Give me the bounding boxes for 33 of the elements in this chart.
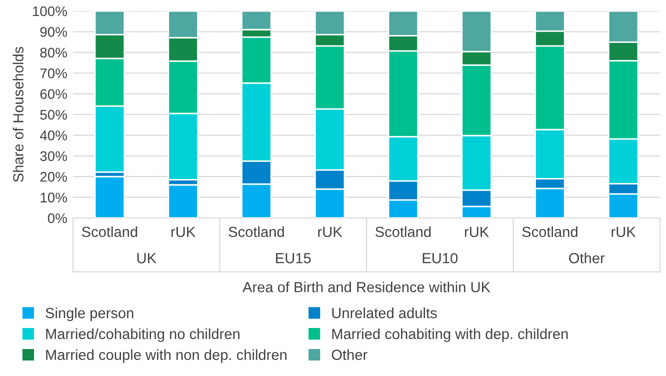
text: EU10 — [422, 252, 458, 264]
x-tick-label: Scotland — [522, 226, 578, 238]
x-tick-label: rUK — [318, 226, 342, 238]
x-tick-label: Scotland — [228, 226, 284, 238]
y-tick-label: 50% — [40, 110, 67, 120]
y-tick-label: 70% — [40, 68, 67, 78]
x-tick-label: rUK — [464, 226, 489, 238]
legend-label: Unrelated adults — [332, 308, 437, 318]
text: UK — [137, 253, 156, 264]
x-tick-label: Scotland — [82, 226, 138, 238]
text: Other — [569, 252, 605, 264]
legend-label: Married couple with non dep. children — [46, 349, 286, 363]
y-tick-label: 20% — [40, 172, 67, 182]
y-axis-title: Share of Households — [12, 46, 24, 182]
y-tick-label: 60% — [40, 89, 67, 99]
bar — [168, 184, 198, 218]
x-axis-title: Area of Birth and Residence within UK — [242, 282, 490, 292]
y-tick-label: 0% — [48, 213, 67, 224]
y-tick-label: 30% — [40, 151, 67, 162]
y-tick-label: 40% — [40, 130, 67, 140]
y-tick-label: 10% — [40, 192, 67, 202]
x-tick-label: rUK — [171, 226, 196, 238]
legend-label: Married cohabiting with dep. children — [332, 328, 568, 342]
text: EU15 — [276, 253, 311, 264]
legend-label: Married/cohabiting no children — [46, 328, 240, 342]
y-tick-label: 80% — [40, 48, 67, 58]
y-tick-label: 100% — [32, 6, 67, 16]
bar — [94, 176, 126, 218]
y-tick-label: 90% — [40, 27, 67, 37]
x-tick-label: rUK — [612, 226, 636, 238]
legend-label: Single person — [46, 308, 134, 322]
legend-label: Other — [332, 349, 368, 360]
x-tick-label: Scotland — [375, 226, 431, 238]
